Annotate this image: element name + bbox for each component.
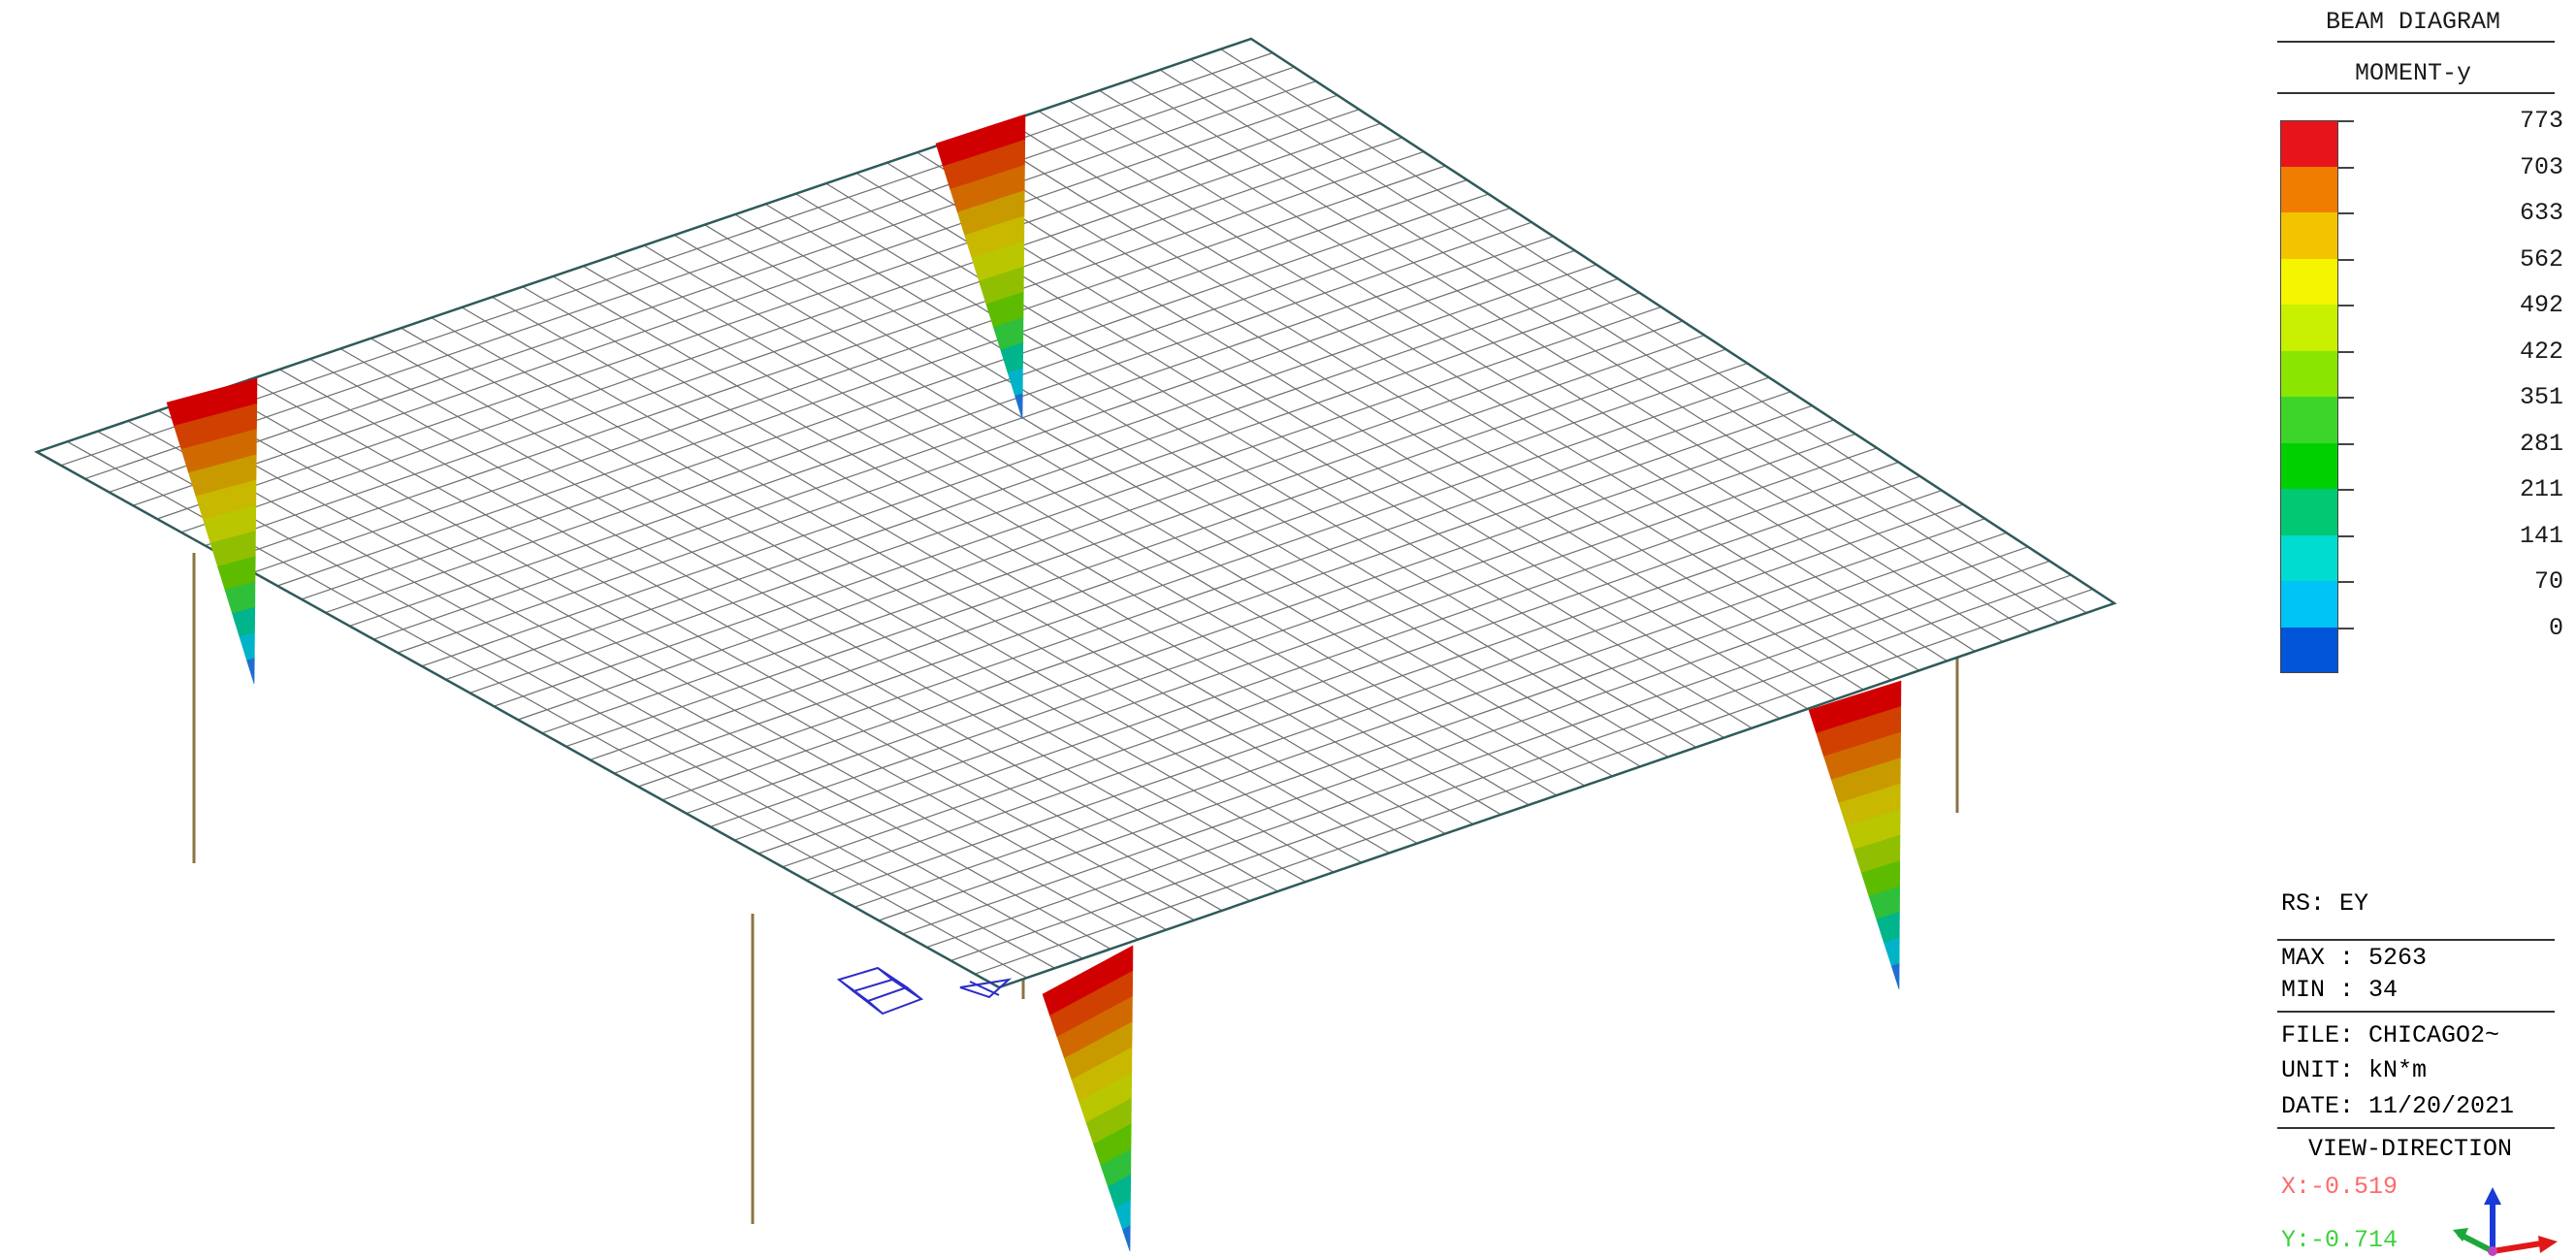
moment-band	[1890, 963, 1900, 990]
legend-tick	[2338, 442, 2354, 445]
legend-tick	[2338, 258, 2354, 261]
legend-tick	[2338, 120, 2354, 122]
legend-value-label: 141	[2519, 521, 2563, 550]
legend-tick	[2338, 305, 2354, 306]
rs-label: RS: EY	[2281, 889, 2369, 918]
legend-swatch	[2280, 397, 2338, 443]
legend-tick	[2338, 212, 2354, 214]
moment-diagrams-group	[166, 113, 1902, 1252]
moment-band	[239, 632, 255, 661]
legend-swatch	[2280, 442, 2338, 489]
date-rule	[2277, 1127, 2555, 1129]
legend-title: BEAM DIAGRAM	[2326, 8, 2501, 36]
moment-band	[1884, 937, 1900, 967]
moment-diagram	[1808, 680, 1902, 990]
max-label: MAX : 5263	[2281, 944, 2428, 972]
axis-triad-icon	[2453, 1187, 2558, 1256]
moment-band	[1122, 1225, 1131, 1252]
legend-value-label: 703	[2519, 152, 2563, 181]
moment-diagram	[166, 377, 258, 685]
legend-value-label: 351	[2519, 383, 2563, 411]
moment-band	[246, 658, 255, 685]
legend-swatch	[2280, 166, 2338, 212]
view-direction-label: VIEW-DIRECTION	[2308, 1135, 2513, 1163]
unit-label: UNIT: kN*m	[2281, 1056, 2428, 1084]
legend-swatch	[2280, 350, 2338, 397]
legend-tick	[2338, 350, 2354, 353]
origin-support-marker	[836, 966, 1013, 1016]
legend-tick	[2338, 627, 2354, 629]
legend-value-label: 773	[2519, 107, 2563, 135]
legend-tick	[2338, 534, 2354, 537]
legend-component: MOMENT-y	[2355, 59, 2472, 87]
slab-mesh	[33, 37, 2117, 989]
legend-value-label: 0	[2548, 613, 2563, 642]
legend-title-rule	[2277, 41, 2555, 43]
legend-tick	[2338, 397, 2354, 399]
view-y-label: Y:-0.714	[2281, 1226, 2399, 1254]
legend-swatch	[2280, 627, 2338, 673]
legend-panel: BEAM DIAGRAM MOMENT-y 773 703 633 562 492 422…	[2277, 0, 2563, 1258]
moment-diagram	[935, 113, 1026, 420]
legend-swatch	[2280, 305, 2338, 351]
legend-swatch	[2280, 258, 2338, 305]
legend-color-scale: 773 703 633 562 492 422 351 281 211 141 70 0	[2277, 109, 2563, 673]
legend-value-label: 211	[2519, 475, 2563, 503]
legend-tick	[2338, 166, 2354, 169]
legend-swatch	[2280, 212, 2338, 259]
view-x-label: X:-0.519	[2281, 1173, 2399, 1201]
legend-tick	[2338, 581, 2354, 583]
date-label: DATE: 11/20/2021	[2281, 1092, 2515, 1120]
moment-band	[1014, 393, 1023, 420]
legend-value-label: 492	[2519, 291, 2563, 319]
minmax-rule	[2277, 1011, 2555, 1013]
legend-swatch	[2280, 581, 2338, 628]
min-label: MIN : 34	[2281, 976, 2399, 1004]
legend-tick	[2338, 489, 2354, 491]
legend-swatch	[2280, 120, 2338, 167]
legend-swatch	[2280, 489, 2338, 535]
legend-scale-frame	[2280, 120, 2338, 673]
legend-value-label: 562	[2519, 244, 2563, 274]
legend-component-rule	[2277, 92, 2555, 94]
rs-rule	[2277, 939, 2555, 941]
file-label: FILE: CHICAGO2~	[2281, 1021, 2500, 1049]
legend-value-label: 422	[2519, 337, 2563, 366]
moment-diagram	[1042, 945, 1134, 1252]
legend-value-label: 70	[2533, 567, 2563, 596]
legend-value-label: 633	[2519, 199, 2563, 227]
legend-swatch	[2280, 534, 2338, 581]
legend-value-label: 281	[2519, 429, 2563, 458]
